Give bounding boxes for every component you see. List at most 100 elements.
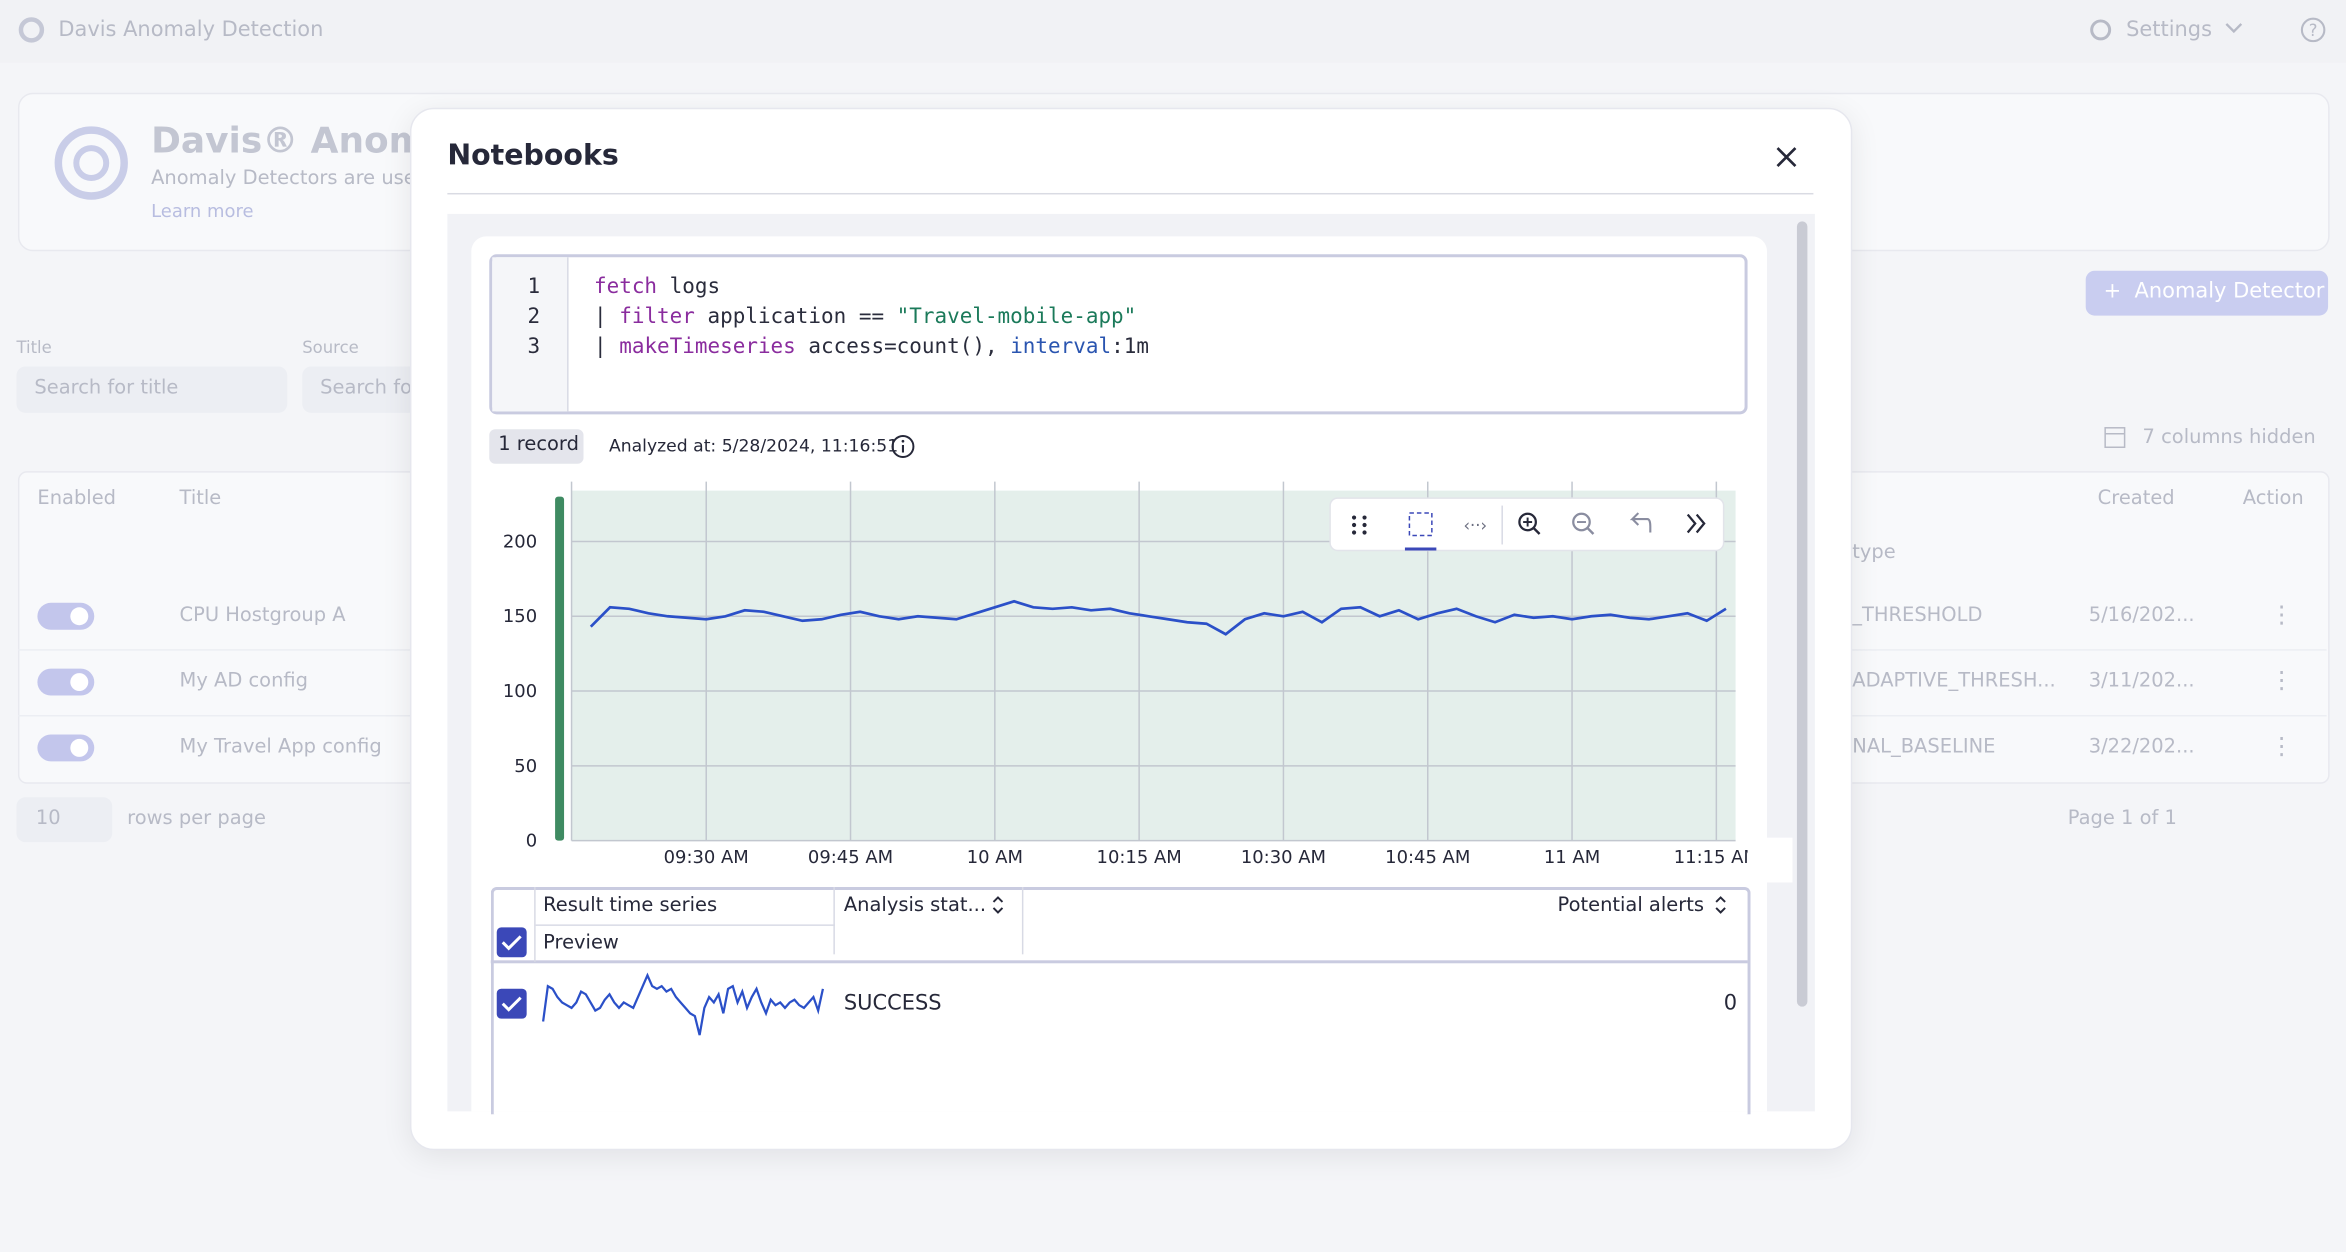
app-icon [18, 17, 45, 43]
col-divider [833, 887, 835, 955]
x-tick-label: 10 AM [967, 847, 1023, 868]
gutter [492, 257, 569, 412]
record-badge-text: 1 record [498, 433, 579, 457]
zoom-handle [1532, 527, 1541, 535]
results-divider [490, 960, 1748, 964]
check [501, 935, 522, 951]
search-placeholder: Search for title [34, 376, 179, 400]
help-icon[interactable]: ? [2300, 16, 2327, 43]
col-divider [1021, 887, 1024, 955]
y-tick-label: 100 [503, 681, 537, 702]
col-divider [534, 887, 536, 962]
toggle-knob [70, 607, 89, 626]
rows-label: rows per page [127, 807, 266, 831]
filter-label: Title [16, 338, 52, 358]
line-number: 1 [527, 275, 541, 300]
x-tick-label: 11 AM [1544, 847, 1600, 868]
cell: 3/11/202... [2088, 670, 2195, 693]
select-tool[interactable] [1408, 512, 1433, 537]
drag-dot [1362, 530, 1367, 535]
column-header: Action [2242, 487, 2304, 511]
drag-dot [1362, 522, 1367, 528]
row-menu[interactable]: ⋮ [2269, 665, 2294, 695]
search-input[interactable] [302, 366, 422, 413]
x-tick-label: 10:30 AM [1241, 847, 1326, 868]
drag-dot [1351, 522, 1357, 528]
search-input[interactable] [16, 366, 288, 413]
cell: ADAPTIVE_THRESH... [1852, 670, 2056, 693]
code-editor[interactable] [489, 254, 1748, 415]
cell: 5/16/202... [2088, 604, 2195, 627]
code-token: | [593, 305, 620, 330]
code-line: | filter application == "Travel-mobile-a… [594, 305, 1136, 329]
columns-icon [2104, 427, 2126, 448]
filter-label: Source [302, 338, 359, 358]
drag-dot [1351, 530, 1357, 535]
toggle[interactable] [37, 602, 95, 630]
rows-select[interactable] [16, 797, 113, 843]
toggle[interactable] [37, 668, 95, 696]
modal-title: Notebooks [447, 139, 619, 173]
info-icon[interactable] [890, 434, 915, 459]
code-token: | [593, 335, 620, 359]
column-header[interactable]: Title [179, 487, 222, 511]
divider [447, 192, 1814, 195]
checkbox[interactable] [496, 988, 527, 1019]
settings-menu[interactable]: Settings [2126, 17, 2213, 42]
add-button-label[interactable]: + Anomaly Detector [2103, 279, 2325, 304]
y-tick-label: 150 [503, 606, 537, 627]
undo-tool [1629, 512, 1652, 533]
rows-select-value: 10 [35, 807, 61, 831]
column-header[interactable]: Enabled [37, 487, 117, 511]
sort-icon [1715, 896, 1726, 914]
code-token: application == [694, 305, 897, 330]
column-header[interactable]: Analysis stat... [843, 894, 987, 917]
row-menu[interactable]: ⋮ [2269, 731, 2294, 760]
columns-hidden[interactable]: 7 columns hidden [2142, 426, 2316, 449]
column-header[interactable]: Potential alerts [1557, 894, 1704, 917]
timeframe-indicator [555, 496, 565, 841]
x-tick-label: 10:45 AM [1385, 847, 1470, 868]
code-line: | makeTimeseries access=count(), interva… [594, 335, 1149, 359]
add-button-text: Anomaly Detector [2134, 279, 2325, 304]
drag-dot [1362, 515, 1367, 520]
zoom-handle [1586, 527, 1595, 535]
close-button[interactable] [1774, 145, 1798, 169]
chart-clip [1747, 837, 1793, 883]
alerts-cell: 0 [1723, 991, 1738, 1016]
learn-more-link[interactable]: Learn more [151, 200, 254, 222]
scrollbar[interactable] [1796, 221, 1808, 1007]
zoom-in [1518, 512, 1537, 532]
code-token: access=count(), [795, 335, 1011, 359]
header-logo [54, 126, 128, 200]
x-tick-label: 09:30 AM [664, 847, 749, 868]
column-header[interactable]: type [1852, 541, 1896, 564]
drag-dot [1351, 515, 1357, 520]
line-number: 3 [527, 335, 541, 359]
column-header[interactable]: Created [2097, 487, 2175, 511]
code-token: :1m [1111, 335, 1149, 359]
cell: 3/22/202... [2088, 735, 2195, 759]
x-tick-label: 10:15 AM [1097, 847, 1182, 868]
svg-text:?: ? [2309, 21, 2318, 40]
checkbox[interactable] [496, 927, 527, 958]
settings-icon[interactable] [2087, 16, 2114, 43]
x-tick-label: 09:45 AM [808, 847, 893, 868]
line-number: 2 [527, 305, 541, 330]
x-tick-label: 11:15 AM [1674, 847, 1759, 868]
cell: My AD config [179, 670, 309, 693]
toggle[interactable] [37, 734, 95, 762]
chart-toolbar: ‹··› [1329, 497, 1725, 552]
cell: My Travel App config [179, 735, 382, 759]
column-header: Result time series [543, 894, 718, 917]
header-subtitle: Anomaly Detectors are used [151, 167, 429, 190]
more-tool [1686, 513, 1706, 534]
code-token: interval [1010, 335, 1112, 359]
record-badge [489, 429, 584, 464]
y-tick-label: 0 [526, 831, 537, 852]
code-line: fetch logs [594, 275, 720, 299]
add-button[interactable] [2085, 270, 2329, 316]
row-menu[interactable]: ⋮ [2269, 599, 2294, 629]
